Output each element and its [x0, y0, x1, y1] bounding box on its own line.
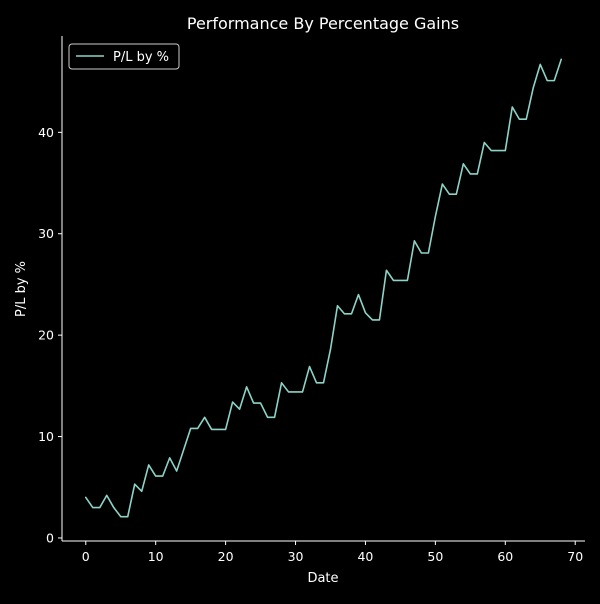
x-tick-label: 10 [148, 549, 164, 564]
legend-box [68, 43, 180, 70]
ticks: 0 10 20 30 40 50 60 70 0 10 20 30 40 [38, 125, 583, 564]
x-tick-label: 40 [357, 549, 373, 564]
legend-series-label: P/L by % [113, 50, 169, 65]
x-tick-label: 0 [82, 549, 90, 564]
series-layer [84, 58, 563, 518]
y-tick-label: 20 [38, 328, 54, 343]
x-tick-label: 20 [218, 549, 234, 564]
y-axis-label: P/L by % [14, 261, 29, 317]
x-tick-label: 70 [567, 549, 583, 564]
x-tick-label: 50 [427, 549, 443, 564]
series-line [84, 58, 563, 518]
y-tick-label: 30 [38, 226, 54, 241]
axes [61, 36, 585, 542]
chart-title: Performance By Percentage Gains [187, 14, 459, 33]
legend: P/L by % [68, 43, 180, 70]
y-tick-label: 40 [38, 125, 54, 140]
y-tick-label: 0 [46, 530, 54, 545]
x-tick-label: 60 [497, 549, 513, 564]
x-tick-label: 30 [288, 549, 304, 564]
y-tick-label: 10 [38, 429, 54, 444]
x-axis-label: Date [307, 571, 338, 586]
